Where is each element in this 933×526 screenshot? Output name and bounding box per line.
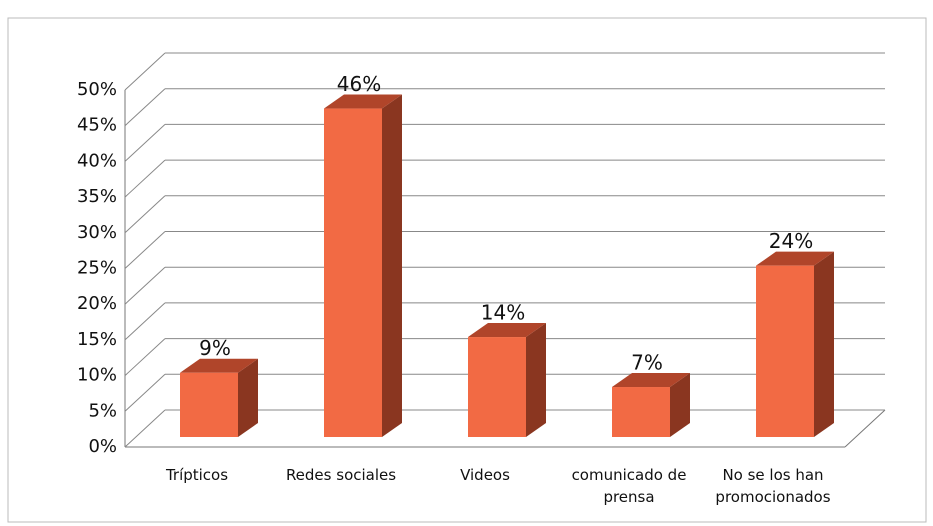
- bar-top: [180, 358, 258, 373]
- grid-line-side: [124, 231, 166, 269]
- y-tick-label: 30%: [77, 222, 117, 243]
- y-tick-label: 35%: [77, 186, 117, 207]
- data-label: 9%: [199, 336, 231, 360]
- bar: [180, 372, 238, 437]
- grid-line-side: [124, 338, 166, 376]
- bar: [612, 387, 670, 437]
- y-tick-label: 10%: [77, 365, 117, 386]
- bar-side: [526, 323, 546, 437]
- grid-line-side: [124, 124, 166, 162]
- x-tick-label: No se los han promocionados: [715, 466, 831, 506]
- x-tick-label: Videos: [460, 466, 510, 484]
- bar-top: [324, 94, 402, 109]
- y-tick-label: 50%: [77, 79, 117, 100]
- grid-line-side: [124, 88, 166, 127]
- bar-side: [382, 94, 402, 437]
- floor-right: [844, 409, 886, 448]
- y-tick-label: 20%: [77, 293, 117, 314]
- bar-top: [612, 373, 690, 388]
- grid-line-side: [124, 52, 166, 91]
- x-tick-label: Redes sociales: [285, 466, 397, 484]
- bar-side: [238, 358, 258, 437]
- y-tick-label: 0%: [88, 436, 117, 457]
- grid-line-side: [124, 159, 166, 198]
- bar-top: [756, 251, 834, 266]
- bar: [468, 337, 526, 437]
- x-tick-label: comunicado de prensa: [571, 466, 687, 506]
- bar: [756, 265, 814, 437]
- bar-top: [468, 323, 546, 338]
- chart-border: [7, 17, 927, 523]
- grid-line-side: [124, 373, 166, 412]
- bar-side: [670, 373, 690, 437]
- data-label: 24%: [769, 229, 813, 253]
- x-tick-label: Trípticos: [165, 466, 229, 484]
- data-label: 46%: [337, 72, 381, 96]
- y-tick-label: 25%: [77, 258, 117, 279]
- bar: [324, 108, 382, 437]
- y-tick-label: 45%: [77, 115, 117, 136]
- bar-side: [814, 251, 834, 437]
- grid-line-side: [124, 302, 166, 341]
- y-tick-label: 5%: [88, 400, 117, 421]
- data-label: 14%: [481, 301, 525, 325]
- grid-line-side: [124, 195, 166, 234]
- data-label: 7%: [631, 351, 663, 375]
- y-tick-label: 15%: [77, 329, 117, 350]
- grid-line-side: [124, 266, 166, 305]
- y-tick-label: 40%: [77, 150, 117, 171]
- grid-line-side: [124, 409, 166, 448]
